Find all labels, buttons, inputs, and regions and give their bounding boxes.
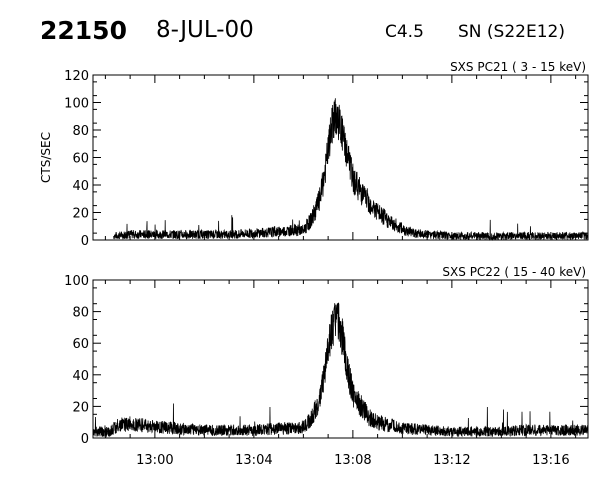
y-tick-label: 60: [72, 152, 89, 167]
y-tick-label: 60: [72, 337, 89, 352]
x-tick-label: 13:04: [235, 453, 272, 468]
event-number: 22150: [40, 16, 127, 45]
y-tick-label: 100: [64, 97, 89, 112]
event-date: 8-JUL-00: [156, 17, 254, 43]
x-tick-label: 13:08: [334, 453, 371, 468]
y-tick-label: 40: [72, 369, 89, 384]
x-tick-label: 13:00: [136, 453, 173, 468]
flare-location: SN (S22E12): [458, 22, 565, 42]
series-line: [113, 98, 589, 241]
series-line: [92, 302, 589, 438]
plot-frame: [92, 74, 589, 241]
y-tick-label: 80: [72, 306, 89, 321]
flare-class: C4.5: [385, 22, 424, 42]
x-tick-label: 13:12: [433, 453, 470, 468]
y-axis-label: CTS/SEC: [39, 132, 53, 183]
y-tick-label: 0: [81, 234, 89, 249]
y-tick-label: 20: [72, 207, 89, 222]
y-tick-label: 20: [72, 400, 89, 415]
panel-title: SXS PC22 ( 15 - 40 keV): [442, 265, 586, 279]
plot-frame: [92, 279, 589, 439]
y-tick-label: 40: [72, 179, 89, 194]
y-tick-label: 0: [81, 432, 89, 447]
x-tick-label: 13:16: [532, 453, 569, 468]
y-tick-label: 80: [72, 124, 89, 139]
y-tick-label: 100: [64, 274, 89, 289]
panel-title: SXS PC21 ( 3 - 15 keV): [450, 60, 586, 74]
y-tick-label: 120: [64, 69, 89, 84]
